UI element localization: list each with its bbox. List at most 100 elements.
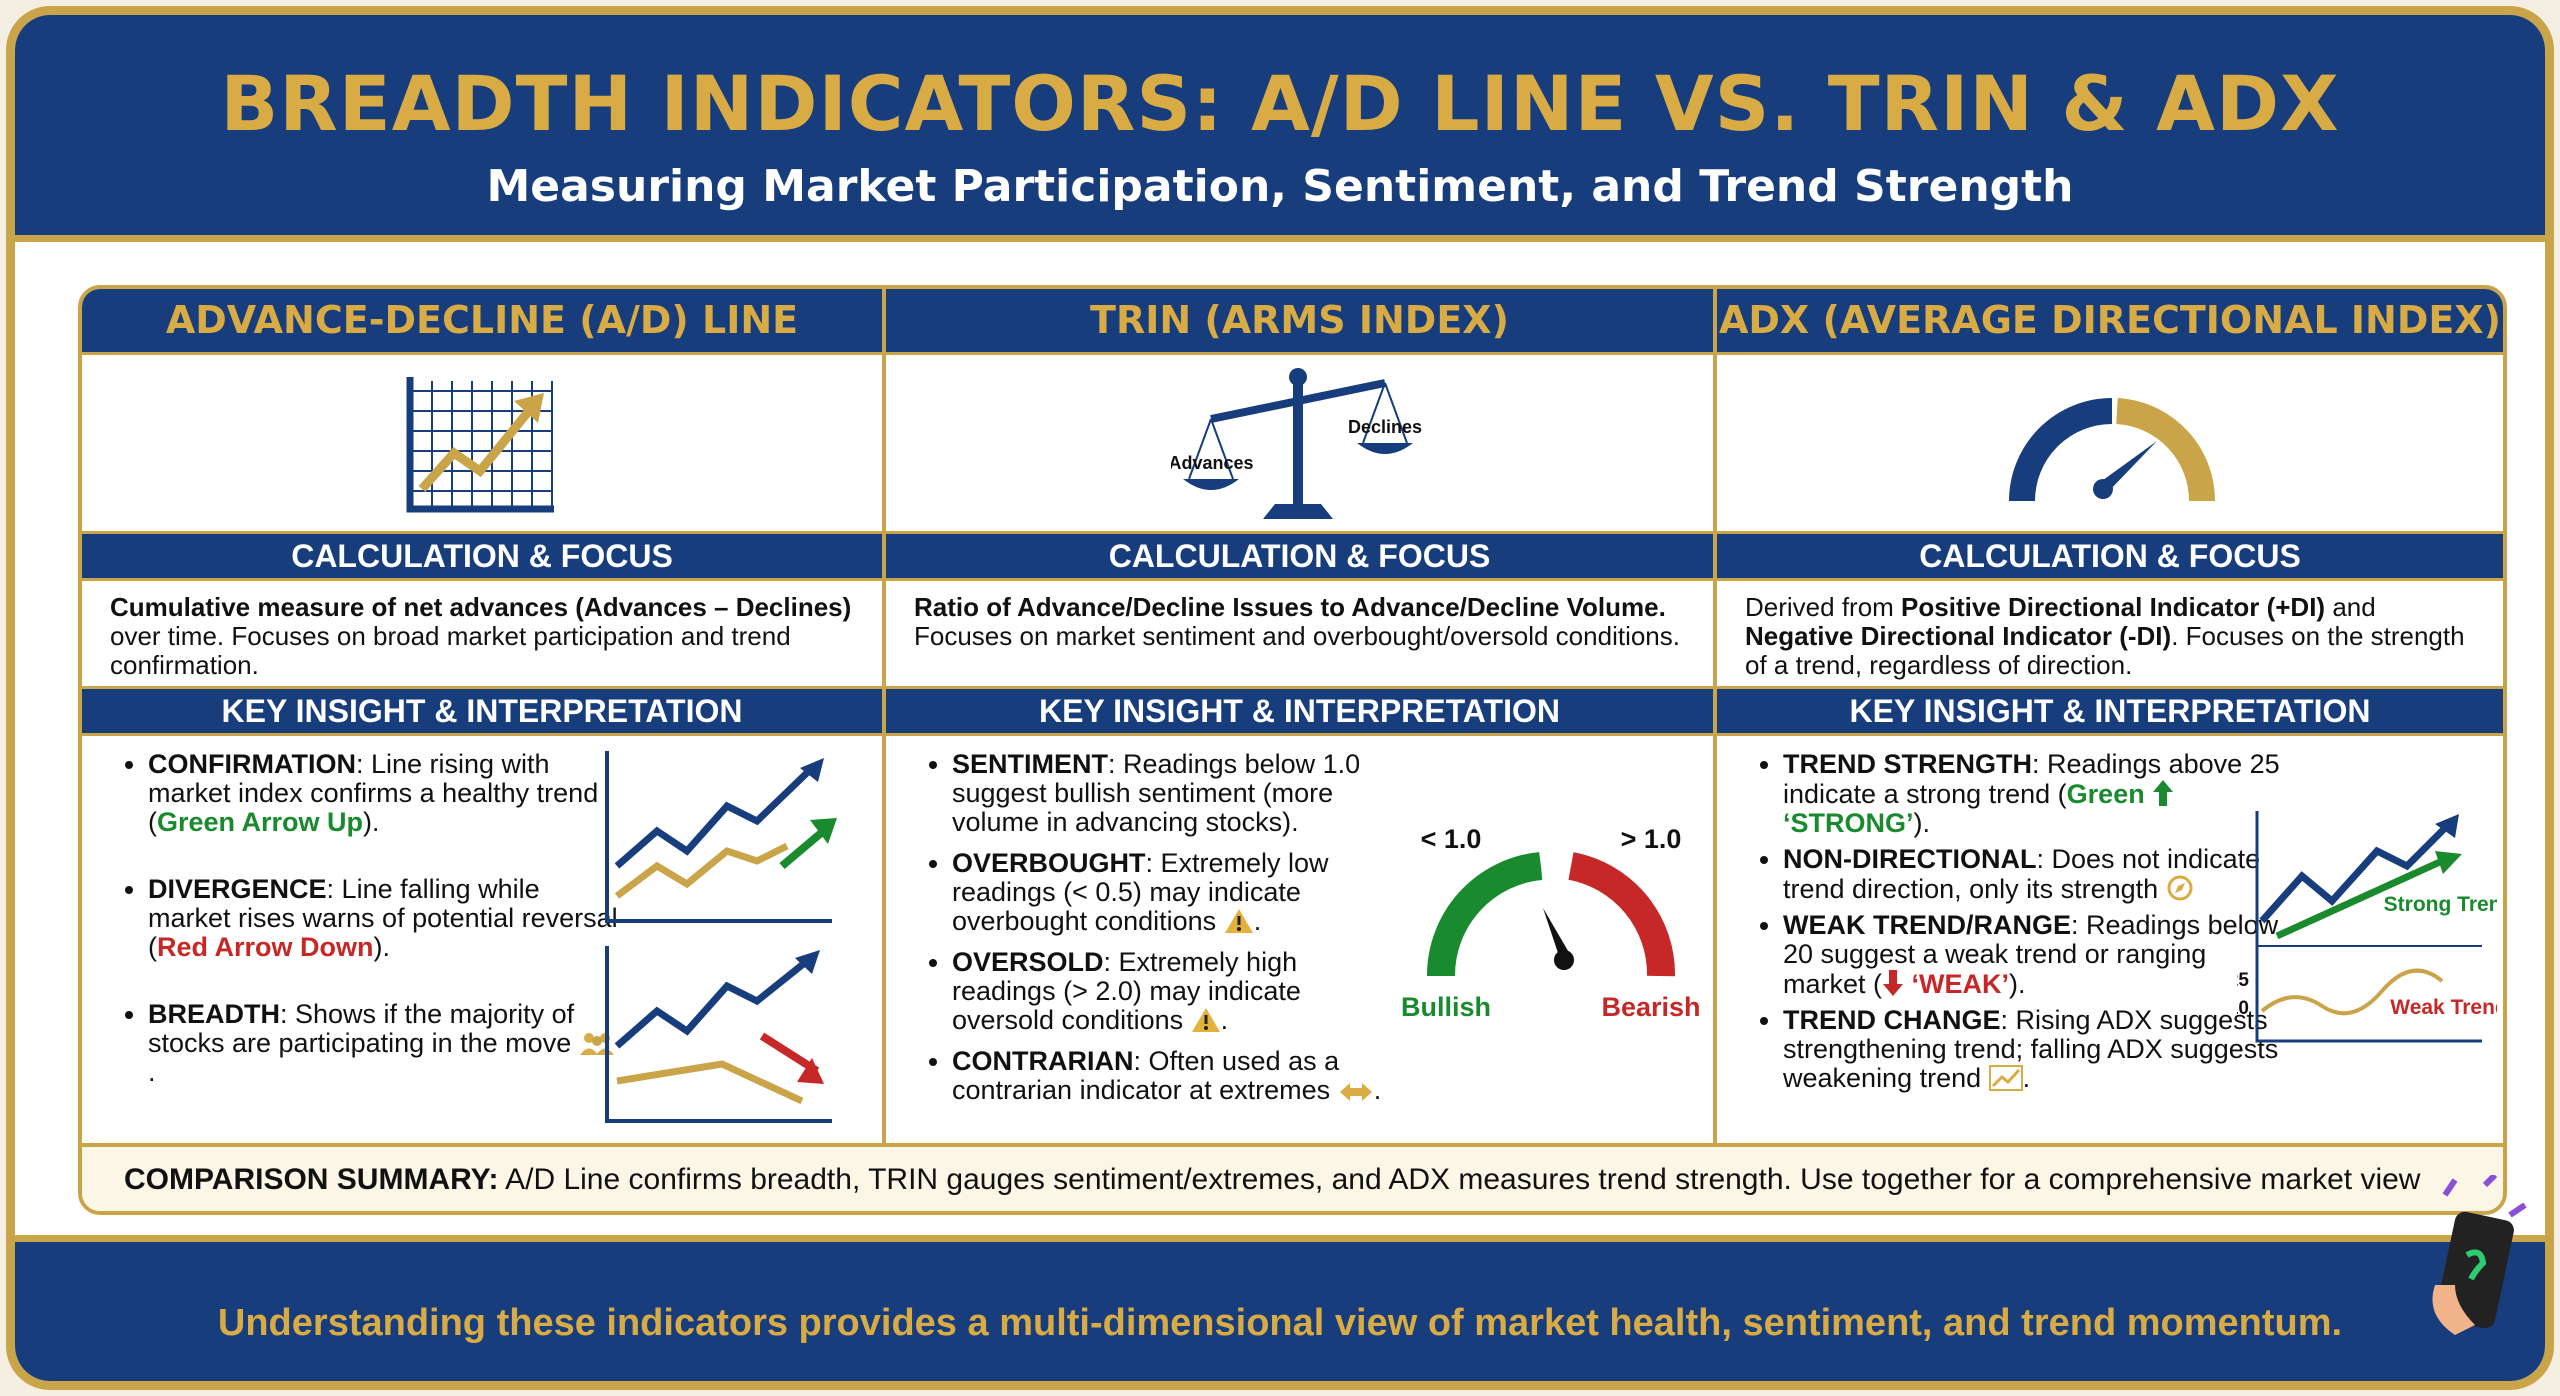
bullet: TREND CHANGE: Rising ADX suggests streng… [1783,1006,2283,1093]
icon-shape [1883,970,1904,996]
summary-text: A/D Line confirms breadth, TRIN gauges s… [498,1163,2421,1196]
icon-shape [1426,852,1543,977]
frame: BREADTH INDICATORS: A/D LINE VS. TRIN & … [6,6,2554,1390]
text: : Often used as a contrarian indicator a… [952,1046,1340,1105]
bullets: CONFIRMATION: Line rising with market in… [82,736,882,1135]
icon-shape [1988,1065,2023,1091]
comparison-table: ADVANCE-DECLINE (A/D) LINE CALCULATION &… [78,285,2507,1215]
icon-shape [2255,811,2482,1043]
bold-text: CONTRARIAN [952,1046,1134,1076]
chart-label: 25 [2237,970,2249,991]
icon-shape [1263,504,1333,519]
bold-text: TREND CHANGE [1783,1005,2001,1035]
icon-shape [1183,479,1239,490]
gauge-label: Bullish [1401,992,1491,1022]
icon-shape [779,824,830,870]
icon-shape [1543,908,1571,962]
column: ADVANCE-DECLINE (A/D) LINE CALCULATION &… [82,289,882,1143]
text: : Rising ADX suggests strengthening tren… [1783,1005,2279,1093]
bullet-list: CONFIRMATION: Line rising with market in… [110,750,618,1125]
bullet: SENTIMENT: Readings below 1.0 suggest bu… [952,750,1392,837]
adx-illustration: Strong Trend 25 10 Weak Trend [2237,811,2497,1043]
bullet: TREND STRENGTH: Readings above 25 indica… [1783,750,2283,838]
bullet-list: TREND STRENGTH: Readings above 25 indica… [1745,750,2283,1100]
trin-gauge: < 1.0 > 1.0 Bullish Bearish [1401,826,1701,1022]
text: ‘WEAK’ [1911,969,2010,999]
bold-text: SENTIMENT [952,749,1109,779]
icon-row [1717,355,2503,534]
text: ). [1913,808,1931,838]
warning-icon [1191,1008,1220,1032]
text: . [1220,1005,1229,1035]
icon-shape [2442,1175,2527,1218]
header: BREADTH INDICATORS: A/D LINE VS. TRIN & … [15,15,2545,242]
bullet: CONFIRMATION: Line rising with market in… [148,750,618,837]
icon-shape [800,758,824,782]
bullet: BREADTH: Shows if the majority of stocks… [148,1000,618,1087]
column: TRIN (ARMS INDEX) Advances Declines CALC… [882,289,1713,1143]
icon-shape [2093,479,2113,499]
icon-label: Declines [1348,417,1422,437]
bold-text: Negative Directional Indicator (-DI) [1745,621,2172,651]
icon-shape [616,1060,804,1105]
bullet: OVERBOUGHT: Extremely low readings (< 0.… [952,849,1392,936]
chart-label: Strong Trend [2384,893,2497,916]
text: . [148,1057,156,1087]
icon-shape [406,377,554,513]
icon-shape [1554,950,1574,970]
bold-text: Ratio of Advance/Decline Issues to Advan… [914,592,1666,622]
bullet: WEAK TREND/RANGE: Readings below 20 sugg… [1783,911,2283,999]
text: : Shows if the majority of stocks are pa… [148,999,575,1058]
bullets: SENTIMENT: Readings below 1.0 suggest bu… [886,736,1713,1135]
gauge-label: Bearish [1601,992,1700,1022]
text: . [1253,906,1262,936]
icon-shape [1991,1068,2020,1088]
text: ). [2009,969,2026,999]
icon-shape [1568,852,1676,977]
phone-illustration [2432,1175,2527,1335]
bold-text: WEAK TREND/RANGE [1783,910,2071,940]
icon-shape [1539,850,1573,880]
text: Red Arrow Down [157,932,374,962]
section-heading: KEY INSIGHT & INTERPRETATION [82,689,882,736]
ad-illustration [605,751,837,1123]
icon-shape [1236,927,1241,931]
icon-shape [2275,857,2444,940]
icon-shape [2465,1249,2487,1281]
footer: Understanding these indicators provides … [15,1235,2545,1381]
subtitle: Measuring Market Participation, Sentimen… [486,161,2074,212]
icon-shape [2167,875,2193,901]
column-title: TRIN (ARMS INDEX) [886,289,1713,355]
icon-shape [605,751,832,923]
section-heading: CALCULATION & FOCUS [1717,534,2503,581]
icon-shape [591,1036,602,1046]
scale-icon: Advances Declines [1171,368,1422,519]
compass-icon [2167,875,2193,901]
trend-icon [1988,1065,2023,1091]
icon-shape [583,1033,594,1043]
calc-text: Cumulative measure of net advances (Adva… [82,581,882,689]
summary-label: COMPARISON SUMMARY: [124,1163,499,1196]
icon-shape [1289,368,1307,386]
chart-label: 10 [2237,998,2249,1019]
section-heading: CALCULATION & FOCUS [886,534,1713,581]
bold-text: TREND STRENGTH [1783,749,2032,779]
warning-icon [1224,909,1253,933]
icon-shape [614,842,789,899]
text: Green Arrow Up [157,807,364,837]
icon-shape [2099,441,2157,493]
icon-shape [1203,1026,1208,1030]
icon-shape [2153,780,2174,806]
up-arrow-icon [2153,780,2174,806]
icon-shape [2435,814,2459,838]
footer-text: Understanding these indicators provides … [217,1302,2343,1344]
down-arrow-icon [1883,970,1904,996]
bold-text: Positive Directional Indicator (+DI) [1901,592,2326,622]
column-title: ADX (AVERAGE DIRECTIONAL INDEX) [1717,289,2503,355]
text: and [2325,592,2376,622]
text: over time. Focuses on broad market parti… [110,621,791,680]
section-heading: CALCULATION & FOCUS [82,534,882,581]
bold-text: OVERBOUGHT [952,848,1146,878]
line-chart-icon [406,377,554,513]
bullets: TREND STRENGTH: Readings above 25 indica… [1717,736,2503,1135]
